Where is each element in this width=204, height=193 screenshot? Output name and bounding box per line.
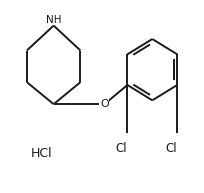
Text: O: O [100,99,108,109]
Text: NH: NH [46,15,61,25]
Text: Cl: Cl [165,142,176,155]
Text: HCl: HCl [30,147,52,161]
Text: Cl: Cl [115,142,127,155]
